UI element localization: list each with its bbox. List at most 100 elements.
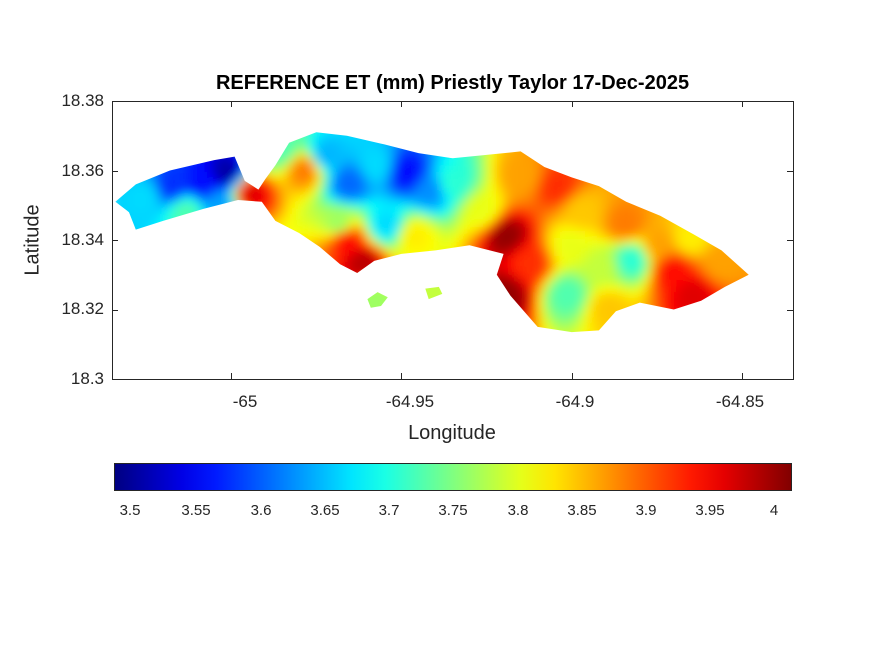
heatmap-cell bbox=[441, 232, 449, 240]
heatmap-cell bbox=[591, 328, 599, 333]
heatmap-cell bbox=[351, 136, 359, 144]
heatmap-cell bbox=[339, 208, 347, 216]
heatmap-cell bbox=[405, 238, 413, 246]
heatmap-cell bbox=[345, 214, 353, 222]
heatmap-cell bbox=[291, 172, 299, 180]
heatmap-cell bbox=[417, 178, 425, 186]
heatmap-cell bbox=[687, 304, 695, 312]
heatmap-cell bbox=[549, 316, 557, 324]
heatmap-cell bbox=[543, 238, 551, 246]
heatmap-cell bbox=[255, 160, 263, 168]
heatmap-cell bbox=[525, 250, 533, 258]
heatmap-cell bbox=[525, 184, 533, 192]
heatmap-cell bbox=[429, 148, 437, 156]
heatmap-cell bbox=[507, 262, 515, 270]
heatmap-cell bbox=[519, 196, 527, 204]
heatmap-cell bbox=[321, 256, 329, 264]
heatmap-cell bbox=[411, 190, 419, 198]
heatmap-cell bbox=[381, 184, 389, 192]
heatmap-cell bbox=[345, 250, 353, 258]
heatmap-cell bbox=[435, 256, 443, 264]
heatmap-cell bbox=[351, 220, 359, 228]
heatmap-cell bbox=[171, 184, 179, 192]
heatmap-cell bbox=[273, 178, 281, 186]
heatmap-cell bbox=[387, 136, 395, 144]
heatmap-cell bbox=[291, 184, 299, 192]
heatmap-cell bbox=[585, 172, 593, 180]
heatmap-cell bbox=[159, 190, 167, 198]
heatmap-cell bbox=[435, 298, 443, 306]
heatmap-cell bbox=[645, 232, 653, 240]
heatmap-cell bbox=[519, 202, 527, 210]
heatmap-cell bbox=[147, 232, 155, 240]
heatmap-cell bbox=[417, 142, 425, 150]
heatmap-cell bbox=[717, 262, 725, 270]
heatmap-cell bbox=[351, 196, 359, 204]
heatmap-cell bbox=[453, 154, 461, 162]
heatmap-cell bbox=[399, 166, 407, 174]
heatmap-cell bbox=[267, 184, 275, 192]
heatmap-cell bbox=[543, 298, 551, 306]
heatmap-cell bbox=[729, 286, 737, 294]
heatmap-cell bbox=[417, 214, 425, 222]
heatmap-cell bbox=[123, 196, 131, 204]
heatmap-cell bbox=[669, 244, 677, 252]
heatmap-cell bbox=[423, 184, 431, 192]
heatmap-cell bbox=[285, 166, 293, 174]
heatmap-cell bbox=[261, 190, 269, 198]
heatmap-cell bbox=[441, 292, 449, 300]
heatmap-cell bbox=[147, 184, 155, 192]
heatmap-cell bbox=[279, 196, 287, 204]
heatmap-cell bbox=[453, 220, 461, 228]
heatmap-cell bbox=[585, 184, 593, 192]
heatmap-cell bbox=[339, 214, 347, 222]
heatmap-cell bbox=[543, 244, 551, 252]
heatmap-cell bbox=[567, 244, 575, 252]
heatmap-cell bbox=[393, 202, 401, 210]
heatmap-cell bbox=[585, 214, 593, 222]
heatmap-cell bbox=[507, 172, 515, 180]
heatmap-cell bbox=[579, 310, 587, 318]
heatmap-cell bbox=[483, 220, 491, 228]
heatmap-cell bbox=[273, 184, 281, 192]
heatmap-cell bbox=[231, 208, 239, 216]
heatmap-cell bbox=[351, 132, 359, 138]
heatmap-cell bbox=[339, 190, 347, 198]
heatmap-cell bbox=[297, 196, 305, 204]
heatmap-cell bbox=[357, 310, 365, 318]
heatmap-cell bbox=[663, 298, 671, 306]
heatmap-cell bbox=[261, 184, 269, 192]
heatmap-cell bbox=[363, 244, 371, 252]
heatmap-cell bbox=[297, 208, 305, 216]
heatmap-cell bbox=[669, 232, 677, 240]
heatmap-cell bbox=[285, 196, 293, 204]
heatmap-cell bbox=[705, 250, 713, 258]
heatmap-cell bbox=[423, 244, 431, 252]
heatmap-cell bbox=[381, 238, 389, 246]
heatmap-cell bbox=[423, 286, 431, 294]
heatmap-cell bbox=[393, 148, 401, 156]
heatmap-cell bbox=[579, 172, 587, 180]
heatmap-cell bbox=[627, 304, 635, 312]
heatmap-cell bbox=[489, 226, 497, 234]
heatmap-cell bbox=[495, 292, 503, 300]
heatmap-cell bbox=[303, 220, 311, 228]
heatmap-cell bbox=[117, 196, 125, 204]
heatmap-cell bbox=[681, 280, 689, 288]
heatmap-cell bbox=[213, 172, 221, 180]
heatmap-cell bbox=[465, 178, 473, 186]
heatmap-cell bbox=[627, 292, 635, 300]
heatmap-cell bbox=[507, 238, 515, 246]
heatmap-cell bbox=[603, 334, 611, 342]
heatmap-cell bbox=[333, 124, 341, 132]
heatmap-cell bbox=[555, 184, 563, 192]
heatmap-cell bbox=[519, 298, 527, 306]
heatmap-cell bbox=[603, 298, 611, 306]
heatmap-cell bbox=[561, 286, 569, 294]
heatmap-cell bbox=[159, 208, 167, 216]
heatmap-cell bbox=[747, 274, 749, 282]
heatmap-cell bbox=[621, 214, 629, 222]
heatmap-cell bbox=[195, 184, 203, 192]
heatmap-cell bbox=[321, 226, 329, 234]
heatmap-cell bbox=[531, 172, 539, 180]
